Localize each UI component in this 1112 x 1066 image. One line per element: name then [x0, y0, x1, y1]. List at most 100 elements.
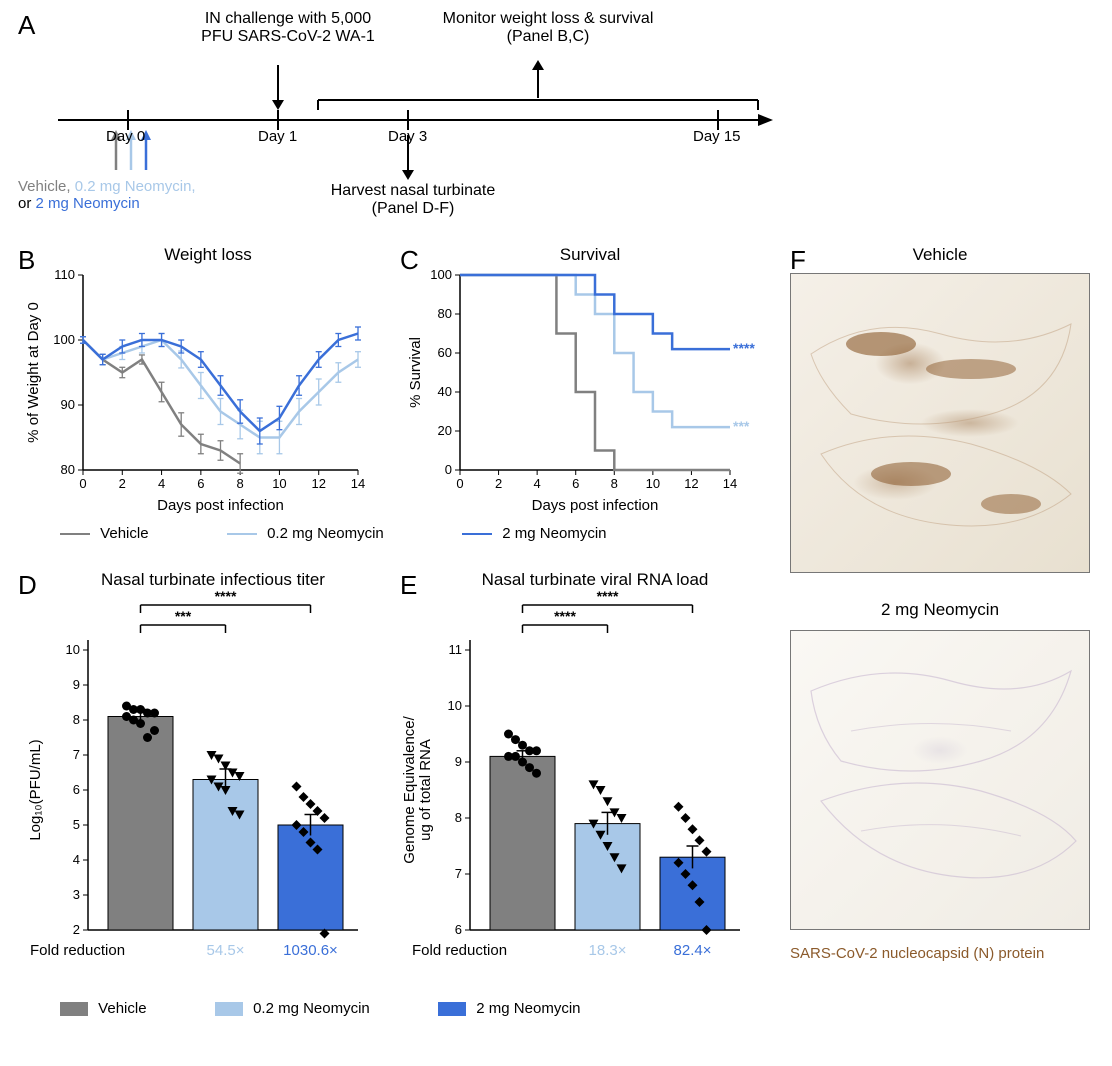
svg-text:0: 0: [79, 476, 86, 491]
svg-text:82.4×: 82.4×: [674, 942, 712, 959]
svg-text:4: 4: [73, 852, 80, 867]
svg-text:12: 12: [311, 476, 325, 491]
monitor-text: Monitor weight loss & survival (Panel B,…: [418, 10, 678, 46]
legend-de-neo-high-swatch: [438, 1002, 466, 1016]
svg-text:****: ****: [554, 608, 576, 624]
panel-d-title: Nasal turbinate infectious titer: [73, 570, 353, 590]
svg-text:Genome Equivalence/: Genome Equivalence/: [401, 715, 418, 863]
panel-a: A IN challenge with 5,000 PFU SARS-CoV-2…: [18, 10, 788, 240]
legend-neo-high-text: 2 mg Neomycin: [502, 525, 606, 542]
day0-label: Day 0: [106, 128, 145, 145]
svg-text:6: 6: [197, 476, 204, 491]
svg-text:Log₁₀(PFU/mL): Log₁₀(PFU/mL): [27, 739, 44, 840]
svg-text:4: 4: [158, 476, 165, 491]
svg-text:60: 60: [438, 345, 452, 360]
svg-text:3: 3: [73, 887, 80, 902]
histology-neomycin: [790, 630, 1090, 930]
svg-text:2: 2: [119, 476, 126, 491]
svg-text:7: 7: [73, 747, 80, 762]
histology-vehicle: [790, 273, 1090, 573]
svg-text:14: 14: [723, 476, 737, 491]
svg-text:18.3×: 18.3×: [589, 942, 627, 959]
legend-vehicle-line: [60, 533, 90, 535]
panel-c: C Survival 02468101214020406080100% Surv…: [400, 245, 760, 535]
panel-b-chart: 0 2 4 6 8 10 12 14 80 90 100 110 % of Weight at Day …: [18, 255, 378, 525]
svg-text:****: ****: [597, 590, 619, 604]
panel-f-caption: SARS-CoV-2 nucleocapsid (N) protein: [790, 945, 1100, 962]
panel-f-title-top: Vehicle: [790, 245, 1090, 265]
legend-neo-low-line: [227, 533, 257, 535]
legend-de-vehicle-swatch: [60, 1002, 88, 1016]
svg-text:100: 100: [430, 267, 452, 282]
svg-text:10: 10: [646, 476, 660, 491]
svg-text:Fold reduction: Fold reduction: [412, 942, 507, 959]
svg-text:6: 6: [455, 922, 462, 937]
svg-text:7: 7: [455, 866, 462, 881]
svg-text:5: 5: [73, 817, 80, 832]
svg-text:****: ****: [215, 590, 237, 604]
svg-text:1030.6×: 1030.6×: [283, 942, 338, 959]
svg-text:110: 110: [54, 267, 75, 282]
svg-text:***: ***: [733, 418, 750, 434]
panel-e: E Nasal turbinate viral RNA load 6789101…: [400, 570, 760, 1000]
svg-text:Days post infection: Days post infection: [532, 497, 659, 514]
legend-de-vehicle-text: Vehicle: [98, 1000, 146, 1017]
svg-text:9: 9: [455, 754, 462, 769]
legend-neo-high-line: [462, 533, 492, 535]
svg-text:6: 6: [73, 782, 80, 797]
svg-text:8: 8: [237, 476, 244, 491]
svg-text:8: 8: [455, 810, 462, 825]
svg-text:9: 9: [73, 677, 80, 692]
legend-de-neo-low-text: 0.2 mg Neomycin: [253, 1000, 370, 1017]
svg-text:% Survival: % Survival: [407, 337, 424, 408]
svg-text:0: 0: [456, 476, 463, 491]
svg-text:80: 80: [61, 462, 75, 477]
svg-text:10: 10: [448, 698, 462, 713]
panel-d-chart: 2345678910Log₁₀(PFU/mL)*******Fold reduc…: [18, 590, 378, 990]
svg-text:2: 2: [495, 476, 502, 491]
panel-a-label: A: [18, 10, 35, 41]
panel-e-chart: 6 7 8 9 10 11 Genome Equivalence/ug of total R…: [400, 590, 760, 990]
panel-c-chart: 0 2 4 6 8 10 12 14 0 20 40 60 80 100 % Survival Days po…: [400, 255, 760, 525]
panel-f: F Vehicle 2 mg Neomycin SARS-CoV-2 nucle…: [790, 245, 1100, 1045]
panel-d: D Nasal turbinate infectious titer 23456…: [18, 570, 378, 1000]
svg-text:80: 80: [438, 306, 452, 321]
svg-text:****: ****: [733, 340, 755, 356]
panel-e-title: Nasal turbinate viral RNA load: [445, 570, 745, 590]
panel-f-title-bottom: 2 mg Neomycin: [790, 600, 1090, 620]
svg-text:90: 90: [61, 397, 75, 412]
panel-b: B Weight loss 024681012148090100110% of …: [18, 245, 378, 535]
svg-text:12: 12: [684, 476, 698, 491]
svg-text:100: 100: [53, 332, 75, 347]
svg-text:10: 10: [66, 642, 80, 657]
svg-text:Days post infection: Days post infection: [157, 497, 284, 514]
svg-text:8: 8: [611, 476, 618, 491]
day15-label: Day 15: [693, 128, 741, 145]
svg-text:11: 11: [449, 642, 463, 657]
treatment-text: Vehicle, 0.2 mg Neomycin, or 2 mg Neomyc…: [18, 178, 268, 212]
legend-neo-low-text: 0.2 mg Neomycin: [267, 525, 384, 542]
svg-text:4: 4: [534, 476, 541, 491]
svg-text:20: 20: [438, 423, 452, 438]
svg-text:0: 0: [445, 462, 452, 477]
harvest-text: Harvest nasal turbinate (Panel D-F): [308, 182, 518, 218]
svg-text:40: 40: [438, 384, 452, 399]
svg-text:8: 8: [73, 712, 80, 727]
legend-de-neo-high-text: 2 mg Neomycin: [476, 1000, 580, 1017]
svg-text:ug of total RNA: ug of total RNA: [417, 739, 434, 841]
svg-text:***: ***: [175, 608, 192, 624]
svg-text:14: 14: [351, 476, 365, 491]
svg-text:2: 2: [73, 922, 80, 937]
legend-bc: Vehicle 0.2 mg Neomycin 2 mg Neomycin: [60, 525, 760, 555]
legend-de-neo-low-swatch: [215, 1002, 243, 1016]
day1-label: Day 1: [258, 128, 297, 145]
challenge-text: IN challenge with 5,000 PFU SARS-CoV-2 W…: [188, 10, 388, 46]
legend-de: Vehicle 0.2 mg Neomycin 2 mg Neomycin: [60, 1000, 760, 1030]
day3-label: Day 3: [388, 128, 427, 145]
svg-text:% of Weight at Day 0: % of Weight at Day 0: [25, 302, 42, 443]
svg-text:54.5×: 54.5×: [207, 942, 245, 959]
svg-text:Fold reduction: Fold reduction: [30, 942, 125, 959]
legend-vehicle-text: Vehicle: [100, 525, 148, 542]
svg-text:6: 6: [572, 476, 579, 491]
svg-text:10: 10: [272, 476, 286, 491]
